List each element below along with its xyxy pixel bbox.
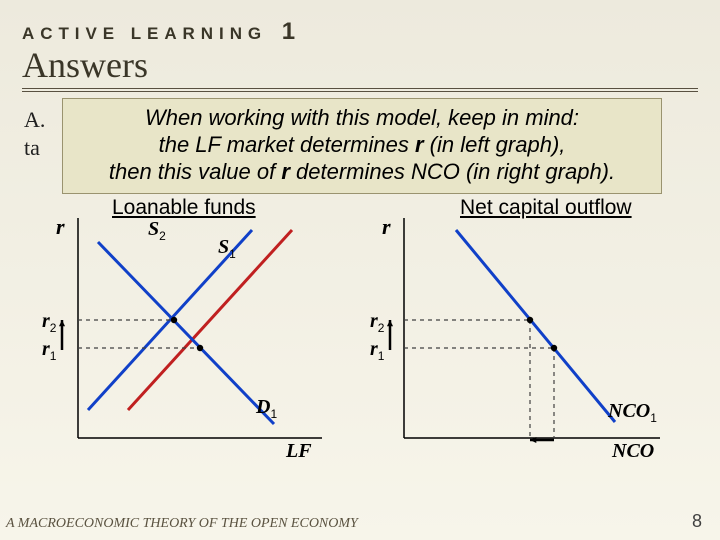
- header: ACTIVE LEARNING 1 Answers: [22, 18, 698, 92]
- right-r1-label: r1: [370, 338, 384, 363]
- left-y-axis-label: r: [56, 214, 65, 240]
- right-y-axis-label: r: [382, 214, 391, 240]
- footer-text: A MACROECONOMIC THEORY OF THE OPEN ECONO…: [6, 516, 358, 532]
- pre-title-number: 1: [282, 18, 295, 45]
- body: A. ta When working with this model, keep…: [22, 104, 698, 484]
- d1-label: D1: [256, 396, 277, 421]
- loanable-funds-chart: Loanable funds r LF S1 S2 D1 r1 r2: [22, 200, 360, 480]
- header-rule-1: [22, 88, 698, 89]
- s2-label: S2: [148, 218, 166, 243]
- charts-row: Loanable funds r LF S1 S2 D1 r1 r2 Net c…: [22, 200, 698, 480]
- header-rule-2: [22, 91, 698, 92]
- right-x-axis-label: NCO: [612, 440, 654, 463]
- callout-box: When working with this model, keep in mi…: [62, 98, 662, 194]
- pre-title: ACTIVE LEARNING 1: [22, 18, 698, 46]
- callout-line-1: When working with this model, keep in mi…: [73, 105, 651, 132]
- left-chart-svg: [22, 200, 362, 460]
- nco-chart: Net capital outflow r NCO NCO1 r1 r2: [360, 200, 698, 480]
- occluded-line-2: ta: [24, 135, 40, 160]
- left-r2-label: r2: [42, 310, 56, 335]
- left-x-axis-label: LF: [286, 440, 312, 463]
- left-r1-label: r1: [42, 338, 56, 363]
- occluded-line-1: A.: [24, 107, 45, 132]
- pre-title-text: ACTIVE LEARNING: [22, 24, 267, 43]
- page-title: Answers: [22, 44, 698, 86]
- s1-label: S1: [218, 236, 236, 261]
- nco-label: NCO1: [608, 400, 657, 425]
- right-r2-label: r2: [370, 310, 384, 335]
- callout-line-2: the LF market determines r (in left grap…: [73, 132, 651, 159]
- callout-line-3: then this value of r determines NCO (in …: [73, 159, 651, 186]
- page-number: 8: [692, 511, 702, 532]
